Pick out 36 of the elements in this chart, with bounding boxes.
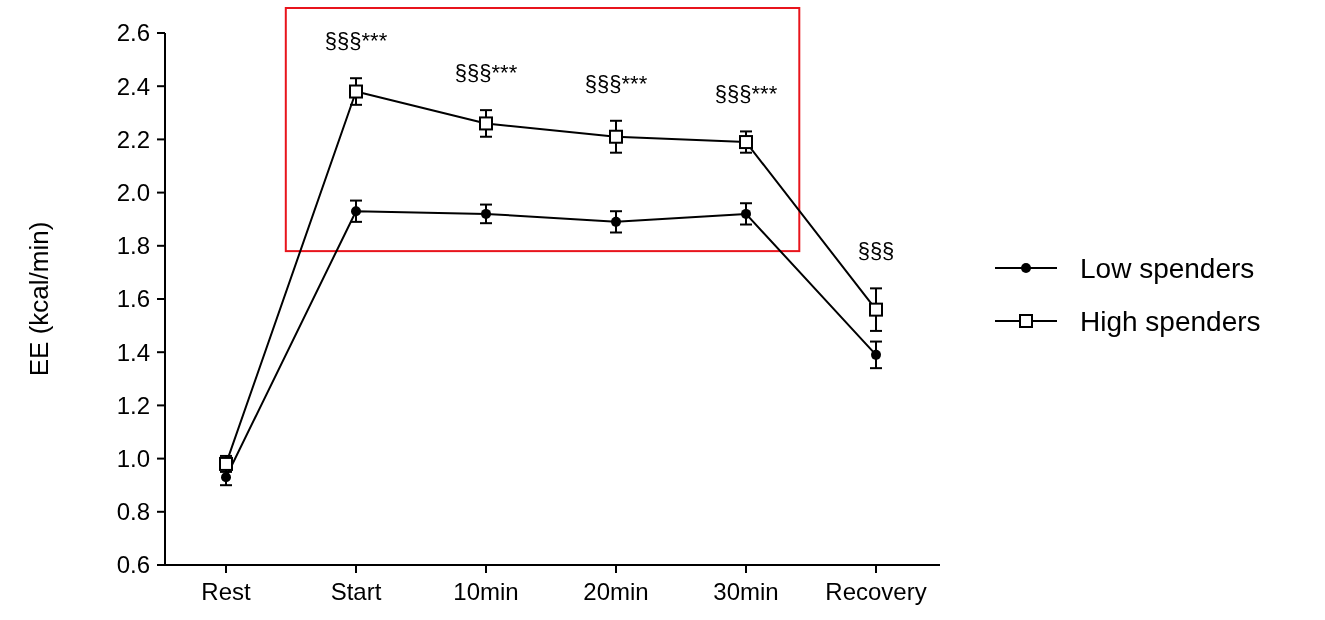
y-tick-label: 1.2 <box>116 391 150 419</box>
y-tick-label: 1.8 <box>116 232 150 260</box>
y-tick-label: 1.6 <box>116 285 150 313</box>
y-axis-title: EE (kcal/min) <box>24 221 54 377</box>
point <box>739 135 753 150</box>
annotation: §§§*** <box>584 70 648 96</box>
x-tick-label: Start <box>330 578 382 605</box>
legend-label: High spenders <box>1080 305 1261 337</box>
y-tick-label: 0.6 <box>116 551 150 579</box>
x-tick-label: 30min <box>713 578 779 605</box>
y-tick-label: 2.0 <box>116 179 150 206</box>
point <box>871 349 881 360</box>
point <box>349 84 363 99</box>
x-tick-label: 20min <box>583 578 649 605</box>
x-tick-label: Rest <box>201 578 251 605</box>
annotation: §§§*** <box>454 60 518 86</box>
legend-label: Low spenders <box>1080 252 1255 284</box>
x-tick-label: 10min <box>453 578 519 605</box>
y-tick-label: 1.0 <box>116 445 150 472</box>
y-tick-label: 2.6 <box>116 19 150 47</box>
point <box>611 216 621 227</box>
point <box>221 472 231 483</box>
y-tick-label: 0.8 <box>116 498 150 526</box>
point <box>481 208 491 219</box>
point <box>609 129 623 144</box>
point <box>869 302 883 317</box>
x-tick-label: Recovery <box>825 578 927 605</box>
point <box>741 208 751 219</box>
annotation: §§§*** <box>324 28 388 54</box>
y-tick-label: 2.4 <box>116 72 150 100</box>
annotation: §§§*** <box>714 81 778 107</box>
point <box>479 116 493 131</box>
point <box>351 206 361 217</box>
y-tick-label: 2.2 <box>116 125 150 153</box>
annotation: §§§ <box>857 238 895 264</box>
y-tick-label: 1.4 <box>116 338 150 366</box>
